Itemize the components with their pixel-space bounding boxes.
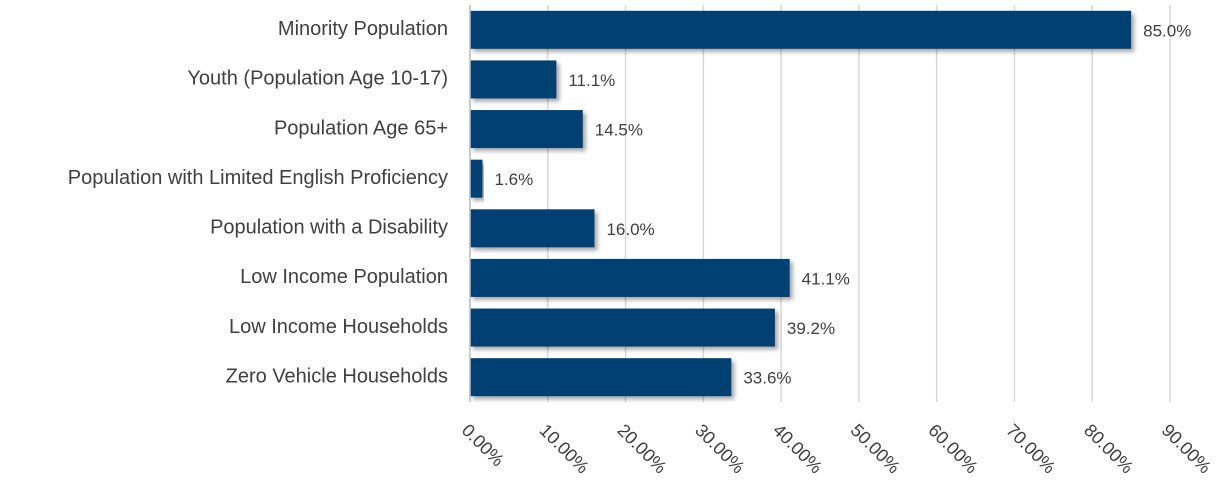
x-tick-label: 80.00%: [1080, 420, 1137, 477]
x-tick-label: 20.00%: [613, 420, 670, 477]
bar: [470, 358, 732, 397]
x-tick-label: 30.00%: [691, 420, 748, 477]
data-label: 41.1%: [802, 269, 850, 288]
y-tick-label: Low Income Households: [229, 316, 448, 338]
x-tick-label: 40.00%: [769, 420, 826, 477]
x-tick-label: 60.00%: [924, 420, 981, 477]
y-tick-label: Low Income Population: [240, 266, 448, 288]
bar: [470, 10, 1132, 49]
y-tick-label: Population with a Disability: [210, 217, 448, 239]
bar: [470, 258, 790, 297]
x-tick-label: 10.00%: [536, 420, 593, 477]
bar: [470, 209, 595, 248]
data-label: 33.6%: [743, 369, 791, 388]
x-tick-label: 50.00%: [847, 420, 904, 477]
data-label: 39.2%: [787, 319, 835, 338]
y-tick-label: Population with Limited English Proficie…: [68, 167, 448, 189]
y-tick-label: Minority Population: [278, 18, 448, 40]
y-tick-label: Population Age 65+: [274, 117, 448, 139]
y-tick-label: Zero Vehicle Households: [226, 365, 448, 387]
bar: [470, 308, 775, 347]
data-label: 11.1%: [568, 71, 615, 90]
x-tick-label: 70.00%: [1002, 420, 1059, 477]
bar: [470, 60, 557, 99]
data-label: 14.5%: [595, 121, 643, 140]
bar: [470, 110, 583, 149]
data-label: 85.0%: [1143, 21, 1191, 40]
bar: [470, 159, 483, 198]
y-tick-label: Youth (Population Age 10-17): [187, 68, 448, 90]
data-label: 16.0%: [606, 220, 654, 239]
data-label: 1.6%: [494, 170, 533, 189]
x-tick-label: 90.00%: [1158, 420, 1215, 477]
x-tick-label: 0.00%: [458, 420, 508, 470]
